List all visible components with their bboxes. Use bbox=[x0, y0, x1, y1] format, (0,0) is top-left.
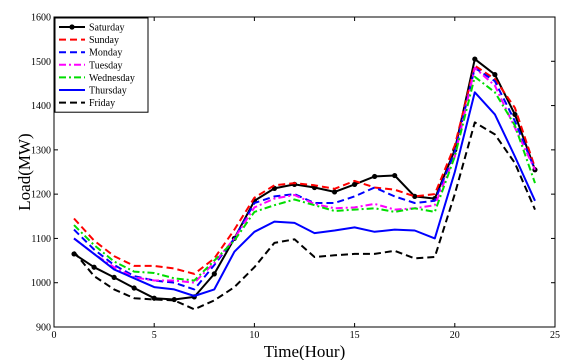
legend-label: Saturday bbox=[89, 23, 125, 34]
x-axis-label: Time(Hour) bbox=[264, 342, 346, 360]
data-point bbox=[392, 172, 398, 179]
series-line-friday bbox=[73, 121, 536, 311]
axis-ticks: 0 5 10 15 20 25 900 1000 1100 1200 1300 1400 1500 160… bbox=[31, 13, 560, 342]
x-tick-label: 20 bbox=[450, 330, 460, 341]
y-tick-label: 1600 bbox=[31, 13, 51, 24]
y-tick-label: 1500 bbox=[31, 57, 51, 68]
legend-label: Sunday bbox=[89, 35, 119, 46]
data-point bbox=[372, 173, 378, 180]
data-point bbox=[211, 271, 217, 277]
y-tick-label: 900 bbox=[36, 323, 51, 334]
data-point bbox=[91, 264, 97, 270]
plot-area bbox=[53, 16, 556, 328]
y-tick-label: 1000 bbox=[31, 278, 51, 289]
x-tick-label: 5 bbox=[152, 330, 157, 341]
y-tick-label: 1300 bbox=[31, 145, 51, 156]
data-point bbox=[472, 56, 478, 62]
data-point bbox=[512, 111, 518, 118]
data-point bbox=[151, 295, 157, 301]
data-point bbox=[412, 193, 418, 199]
series-line-sunday bbox=[73, 64, 536, 275]
x-tick-label: 10 bbox=[249, 330, 259, 341]
data-point bbox=[492, 71, 498, 78]
series-line-thursday bbox=[73, 91, 536, 297]
data-point bbox=[352, 181, 358, 187]
legend-label: Thursday bbox=[89, 86, 127, 97]
series-lines bbox=[71, 56, 538, 311]
y-tick-label: 1400 bbox=[31, 101, 51, 112]
y-tick-label: 1100 bbox=[31, 234, 51, 245]
legend-marker bbox=[69, 24, 75, 30]
legend-label: Tuesday bbox=[89, 60, 123, 71]
legend-label: Friday bbox=[89, 98, 115, 109]
y-axis-label: Load(MW) bbox=[15, 133, 34, 210]
y-tick-label: 1200 bbox=[31, 190, 51, 201]
legend-label: Wednesday bbox=[89, 73, 135, 84]
data-point bbox=[131, 285, 137, 291]
series-line-wednesday bbox=[73, 75, 536, 282]
data-point bbox=[111, 274, 117, 280]
series-line-tuesday bbox=[73, 66, 536, 284]
data-point bbox=[331, 189, 338, 195]
x-tick-label: 0 bbox=[52, 330, 57, 341]
x-tick-label: 15 bbox=[350, 330, 360, 341]
x-tick-label: 25 bbox=[550, 330, 560, 341]
legend-label: Monday bbox=[89, 48, 122, 59]
